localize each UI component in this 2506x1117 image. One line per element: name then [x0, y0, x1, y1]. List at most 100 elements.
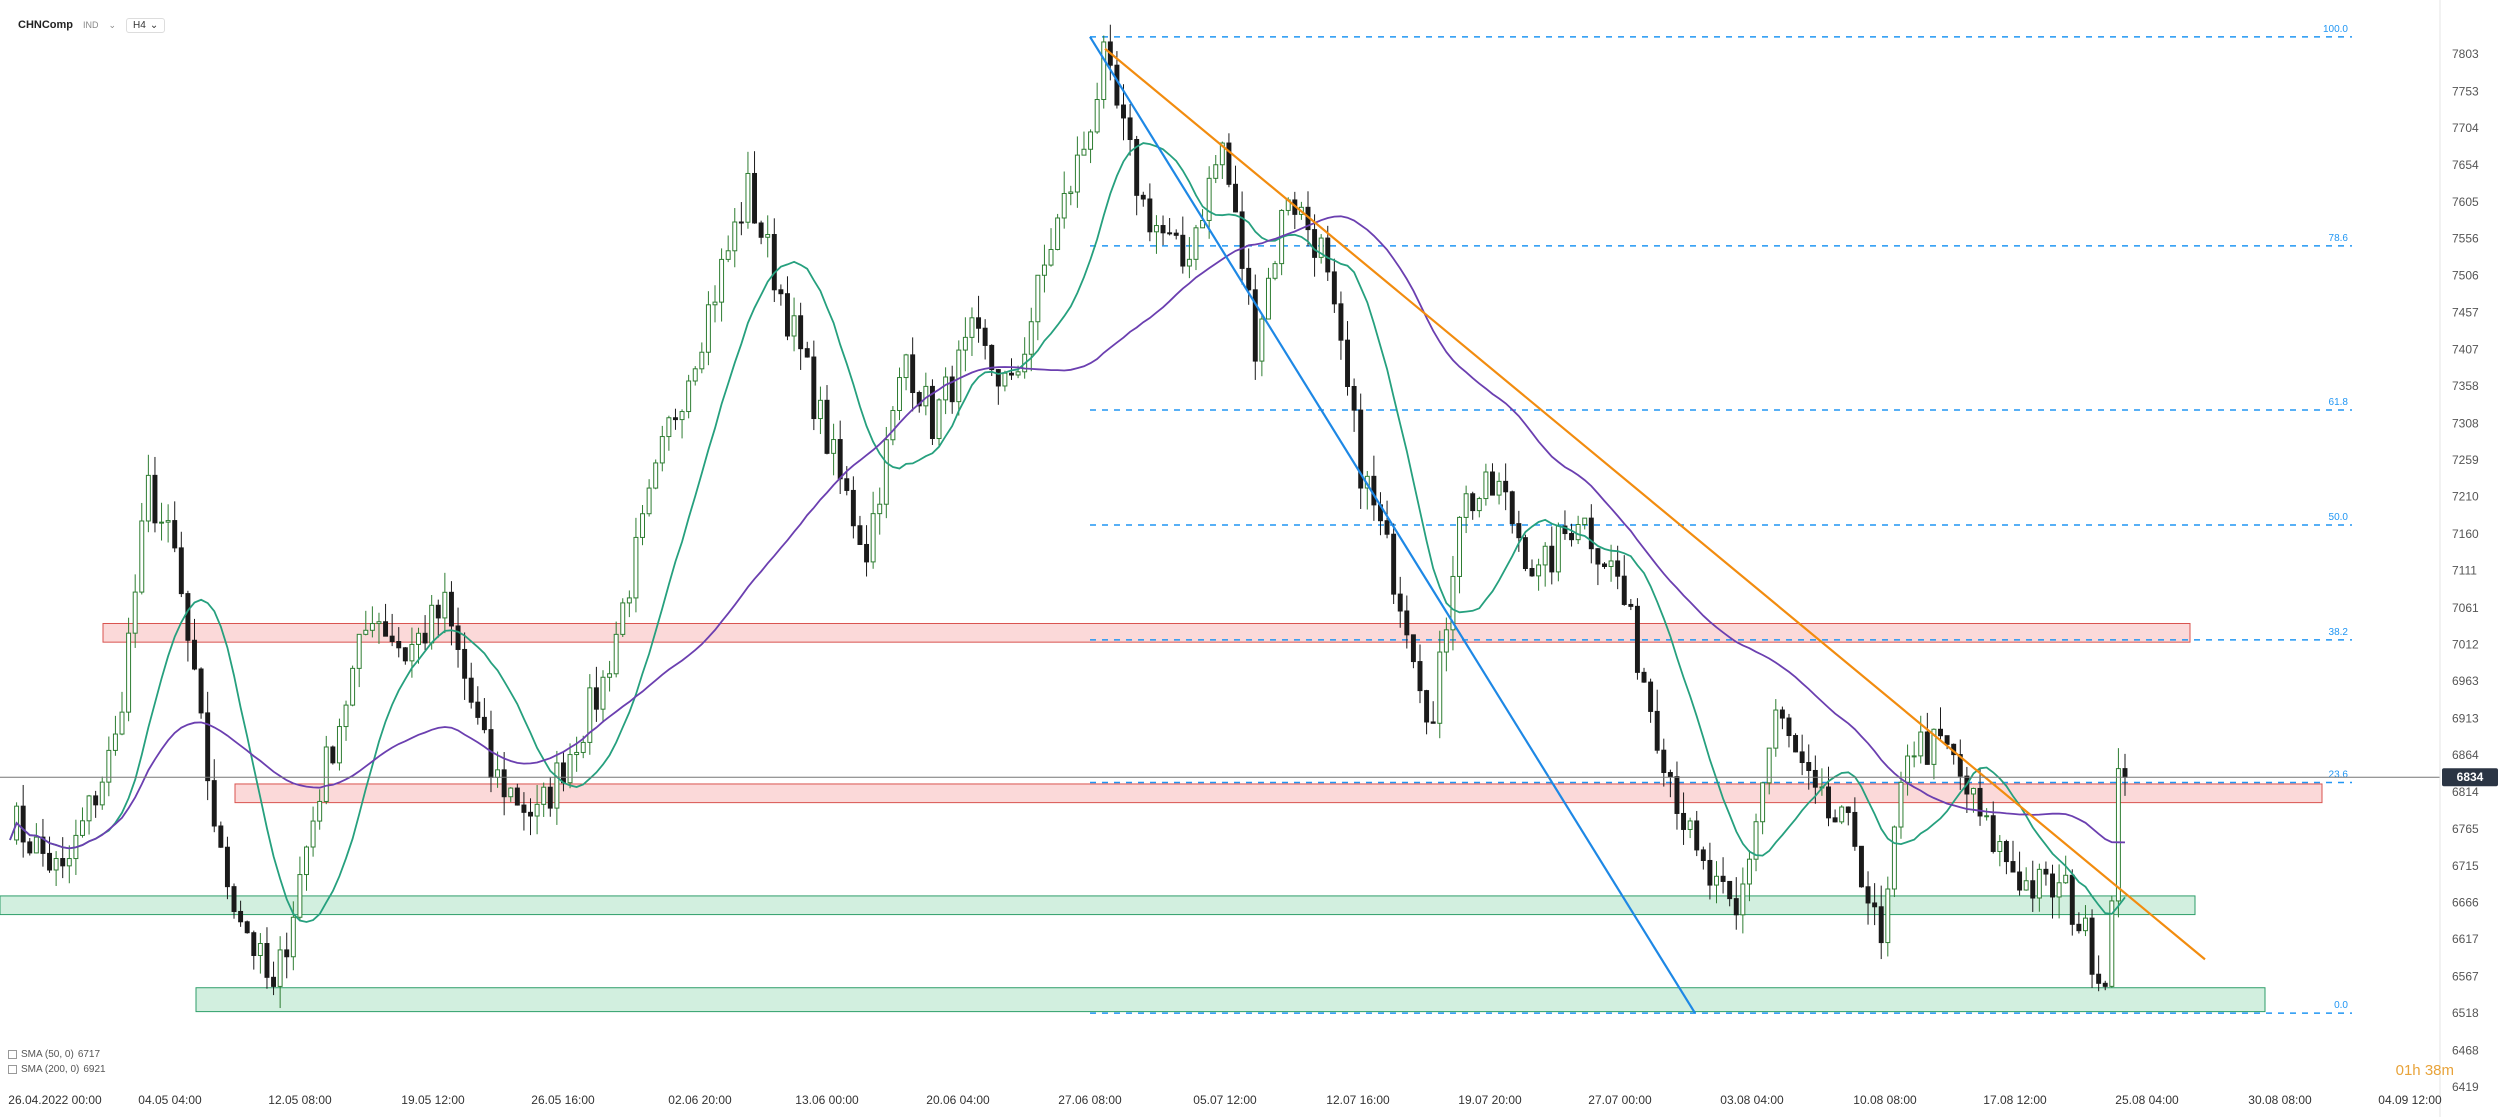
candle-body [1417, 661, 1423, 692]
y-tick-label: 7012 [2452, 637, 2479, 651]
candle-body [1068, 191, 1074, 195]
candle-body [310, 820, 316, 848]
candle-body [343, 704, 349, 728]
candle-body [1832, 817, 1838, 823]
candle-body [1727, 880, 1733, 900]
x-tick-label: 20.06 04:00 [926, 1093, 990, 1107]
candle-body [132, 591, 138, 634]
candle-body [1331, 271, 1337, 305]
fibonacci-layer: 100.0 78.6 61.8 50.0 38.2 23.6 0.0 [1090, 24, 2352, 1014]
candle-body [231, 886, 237, 912]
legend-label: SMA (200, 0) [21, 1064, 80, 1075]
candle-body [1555, 525, 1561, 573]
candle-body [1470, 493, 1476, 512]
candle-body [1186, 258, 1192, 267]
candle-body [1219, 142, 1225, 166]
y-tick-label: 7753 [2452, 84, 2479, 98]
candle-body [1345, 339, 1350, 387]
candle-body [66, 858, 72, 867]
candle-body [1233, 183, 1238, 213]
legend-value: 6921 [83, 1064, 106, 1075]
candle-body [877, 503, 883, 515]
candle-body [1318, 237, 1324, 258]
candle-body [1516, 523, 1522, 539]
candle-body [1878, 906, 1884, 944]
candle-body [198, 668, 204, 714]
candle-body [949, 376, 955, 403]
candle-body [1147, 198, 1153, 233]
candle-body [448, 591, 454, 627]
candle-body [1265, 277, 1271, 320]
trendline-layer [1089, 36, 2206, 1014]
y-tick-label: 7160 [2452, 527, 2479, 541]
candle-body [1101, 41, 1107, 101]
x-tick-label: 04.09 12:00 [2378, 1093, 2442, 1107]
candle-body [1055, 217, 1061, 250]
candle-body [1872, 902, 1878, 908]
legend-item-sma200[interactable]: SMA (200, 0) 6921 [8, 1062, 106, 1077]
candle-body [2076, 923, 2082, 932]
candle-body [1443, 629, 1449, 653]
y-tick-label: 6518 [2452, 1006, 2479, 1020]
candle-body [93, 795, 99, 806]
candle-body [251, 932, 257, 956]
fib-level-label: 50.0 [2329, 512, 2349, 523]
candle-body [1984, 815, 1990, 818]
legend-item-sma50[interactable]: SMA (50, 0) 6717 [8, 1047, 106, 1062]
candle-body [910, 354, 916, 394]
candle-body [514, 787, 520, 806]
indicator-label[interactable]: IND [83, 20, 99, 30]
candle-body [1206, 177, 1212, 221]
candle-body [2122, 768, 2128, 778]
candle-body [1681, 812, 1687, 830]
candle-body [1404, 610, 1410, 636]
candle-body [336, 726, 342, 764]
visibility-checkbox-icon[interactable] [8, 1065, 17, 1074]
candle-body [765, 234, 771, 238]
candle-body [1153, 225, 1159, 233]
candle-body [2089, 917, 2095, 975]
candle-body [1858, 845, 1864, 888]
bar-countdown: 01h 38m [2395, 1062, 2454, 1079]
candle-body [1931, 728, 1937, 765]
candle-body [1160, 225, 1166, 234]
candle-body [1648, 681, 1654, 712]
candle-body [857, 525, 863, 545]
candle-body [1661, 749, 1667, 773]
candle-body [1127, 117, 1133, 141]
candle-body [580, 741, 586, 753]
candle-body [53, 858, 59, 871]
candle-body [1753, 821, 1759, 860]
candle-body [481, 716, 487, 731]
candle-body [1944, 735, 1950, 745]
candle-body [376, 621, 382, 625]
visibility-checkbox-icon[interactable] [8, 1050, 17, 1059]
candle-body [20, 805, 26, 843]
candle-body [560, 762, 566, 784]
y-tick-label: 7654 [2452, 158, 2479, 172]
timeframe-selector[interactable]: H4 ⌄ [126, 17, 166, 33]
candle-body [1476, 498, 1482, 512]
candle-body [238, 910, 244, 923]
candle-body [1490, 471, 1495, 496]
orange-trendline [1104, 47, 2206, 961]
candle-body [640, 513, 645, 538]
candle-body [1391, 533, 1397, 595]
candle-body [1733, 898, 1739, 916]
current-price-label: 6834 [2457, 770, 2484, 784]
candle-body [60, 858, 66, 867]
candle-body [1503, 480, 1509, 493]
candle-body [1259, 318, 1265, 362]
candle-body [1608, 560, 1614, 567]
candle-body [541, 786, 547, 805]
candle-body [791, 315, 797, 337]
symbol-label[interactable]: CHNComp [18, 19, 73, 31]
candle-body [1351, 385, 1357, 411]
candle-body [1457, 516, 1463, 577]
chevron-down-icon[interactable]: ⌄ [108, 19, 117, 30]
candle-body [2082, 917, 2088, 932]
candle-body [218, 825, 224, 848]
candle-body [1997, 841, 2003, 852]
candle-body [1885, 888, 1891, 944]
